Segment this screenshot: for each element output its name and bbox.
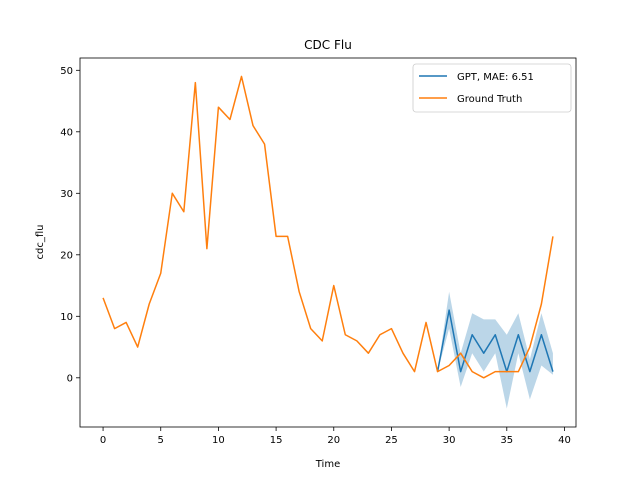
y-tick-label: 20 bbox=[60, 250, 73, 261]
x-tick-label: 20 bbox=[327, 435, 340, 446]
series-line-1 bbox=[102, 75, 554, 379]
x-tick-label: 15 bbox=[270, 435, 283, 446]
chart-title: CDC Flu bbox=[304, 38, 352, 52]
legend-box bbox=[412, 63, 572, 113]
y-ticks: 0 10 20 30 40 50 bbox=[60, 66, 80, 384]
y-tick-label: 30 bbox=[60, 189, 73, 200]
x-tick-label: 30 bbox=[443, 435, 456, 446]
legend: GPT, MAE: 6.51 Ground Truth bbox=[412, 63, 572, 113]
x-tick-label: 35 bbox=[500, 435, 513, 446]
series-line-layer bbox=[102, 75, 554, 379]
x-tick-label: 40 bbox=[558, 435, 571, 446]
legend-label-ground-truth: Ground Truth bbox=[457, 94, 522, 105]
x-tick-label: 0 bbox=[100, 435, 106, 446]
x-tick-label: 5 bbox=[158, 435, 164, 446]
confidence-band-layer bbox=[437, 291, 553, 409]
y-tick-label: 50 bbox=[60, 66, 73, 77]
x-axis-label: Time bbox=[315, 459, 340, 470]
legend-label-gpt: GPT, MAE: 6.51 bbox=[457, 72, 534, 83]
y-axis-label: cdc_flu bbox=[35, 225, 46, 260]
confidence-band-0 bbox=[437, 291, 553, 409]
y-tick-label: 0 bbox=[67, 373, 73, 384]
series-line-0 bbox=[436, 309, 554, 373]
x-tick-label: 10 bbox=[212, 435, 225, 446]
y-tick-label: 10 bbox=[60, 312, 73, 323]
x-ticks: 0 5 10 15 20 25 30 35 40 bbox=[100, 427, 571, 446]
x-tick-label: 25 bbox=[385, 435, 398, 446]
y-tick-label: 40 bbox=[60, 127, 73, 138]
plot-frame bbox=[79, 57, 577, 428]
